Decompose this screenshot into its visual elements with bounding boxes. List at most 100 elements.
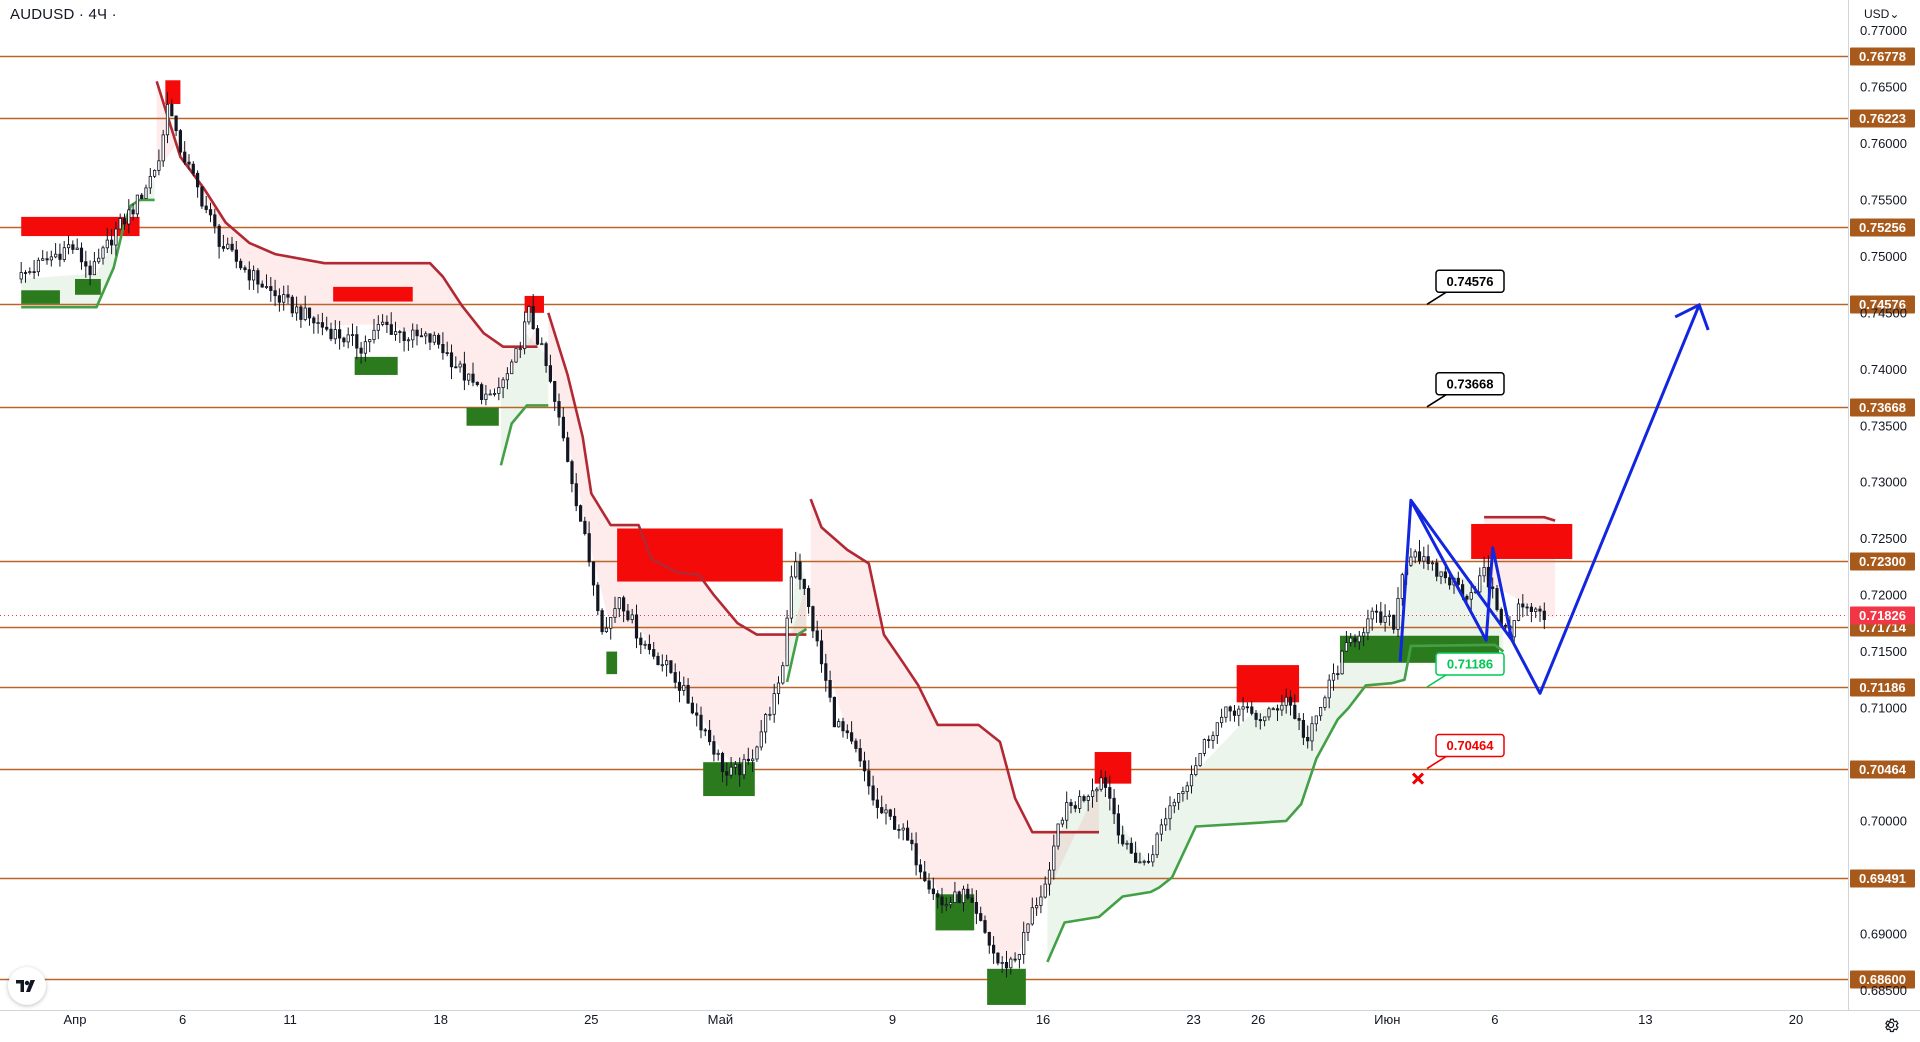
candle-body: [376, 324, 380, 331]
currency-selector[interactable]: USD⌄: [1864, 7, 1900, 21]
candle-body: [1228, 706, 1232, 712]
price-axis[interactable]: 0.77000 0.76500 0.76000 0.75500 0.75000 0.745…: [1860, 23, 1907, 998]
candle-body: [652, 649, 656, 657]
candle-body: [992, 944, 996, 954]
candle-body: [505, 373, 510, 381]
candle-body: [540, 343, 544, 346]
candle-body: [1426, 556, 1430, 564]
candle-body: [174, 115, 178, 132]
candle-body: [1280, 704, 1284, 711]
bearish-fill: [810, 499, 1099, 961]
candle-body: [411, 329, 415, 341]
tradingview-logo-icon[interactable]: [8, 967, 46, 1005]
candle-body: [1258, 719, 1262, 722]
level-price-label: 0.76778: [1859, 49, 1906, 64]
candle-body: [923, 871, 927, 882]
candle-body: [1073, 805, 1077, 809]
candle-body: [1241, 706, 1245, 710]
forecast-arrow-head: [1674, 302, 1710, 331]
time-tick-label: 18: [433, 1012, 447, 1027]
candle-body: [346, 334, 350, 343]
candle-body: [858, 748, 862, 762]
candle-body: [880, 807, 884, 814]
candle-body: [178, 130, 182, 153]
time-tick-label: 23: [1186, 1012, 1200, 1027]
price-tick-label: 0.71500: [1860, 644, 1907, 659]
candle-body: [617, 597, 621, 610]
candle-body: [1168, 805, 1172, 820]
candle-body: [914, 843, 918, 866]
candle-body: [350, 334, 355, 337]
candle-body: [626, 610, 630, 621]
candle-body: [41, 258, 45, 261]
candle-body: [355, 334, 359, 349]
candle-body: [824, 663, 828, 681]
level-price-label: 0.71186: [1859, 680, 1905, 695]
candle-body: [742, 758, 746, 776]
candle-body: [393, 331, 398, 335]
level-price-label: 0.75256: [1859, 220, 1906, 235]
candle-body: [1000, 962, 1004, 964]
candle-body: [957, 891, 961, 904]
trend-fills: [21, 81, 1556, 962]
candle-body: [1189, 774, 1194, 787]
candle-body: [454, 366, 458, 369]
candle-body: [802, 578, 806, 589]
bullish-fill: [500, 334, 549, 466]
candle-body: [944, 904, 948, 907]
candle-body: [1009, 958, 1013, 969]
forecast-drawing: [1398, 302, 1710, 695]
candle-body: [1422, 556, 1426, 562]
candle-body: [673, 672, 677, 683]
candle-body: [1142, 860, 1146, 863]
candle-body: [987, 932, 991, 946]
candle-body: [402, 331, 406, 341]
candle-body: [1409, 556, 1413, 566]
candle-body: [217, 225, 221, 247]
candle-body: [359, 347, 363, 354]
candle-body: [983, 920, 987, 933]
candle-body: [157, 160, 161, 171]
candle-body: [1542, 610, 1546, 620]
candle-body: [794, 561, 798, 578]
candle-body: [759, 731, 763, 748]
chart-settings-gear-icon[interactable]: [1878, 1012, 1904, 1038]
candle-body: [226, 243, 230, 249]
candle-body: [561, 416, 566, 439]
candle-body: [1310, 723, 1314, 742]
candle-body: [122, 218, 127, 225]
candle-body: [695, 712, 699, 716]
level-price-label: 0.69491: [1859, 871, 1906, 886]
candle-body: [591, 561, 596, 586]
candle-body: [1211, 735, 1215, 741]
candle-body: [1194, 765, 1198, 776]
candle-body: [622, 597, 626, 612]
candle-body: [1035, 905, 1039, 909]
candle-body: [1108, 787, 1112, 799]
price-tick-label: 0.75500: [1860, 192, 1907, 207]
level-price-label: 0.76223: [1859, 111, 1906, 126]
candle-body: [36, 259, 41, 273]
candle-body: [286, 294, 290, 298]
resistance-zone: [333, 286, 413, 302]
symbol-title[interactable]: AUDUSD · 4Ч ·: [10, 6, 117, 23]
candle-body: [1482, 567, 1486, 577]
callout-price-label: 0.70464: [1447, 738, 1495, 753]
candle-body: [1202, 739, 1206, 754]
candle-body: [299, 306, 303, 320]
candle-body: [755, 746, 759, 760]
candle-body: [690, 702, 695, 714]
candle-body: [19, 272, 23, 280]
candle-body: [535, 328, 540, 345]
candle-body: [230, 243, 234, 251]
candle-body: [566, 437, 570, 462]
candle-body: [1125, 842, 1129, 845]
candle-body: [1491, 586, 1495, 589]
candle-body: [609, 617, 613, 629]
candle-body: [264, 286, 269, 288]
candle-body: [1439, 571, 1443, 577]
candle-body: [979, 913, 983, 921]
bearish-fill: [156, 81, 538, 391]
time-axis[interactable]: Апр 6 11 18 25 Май 9 16 23 26 Июн 6 13 20: [64, 1012, 1804, 1027]
